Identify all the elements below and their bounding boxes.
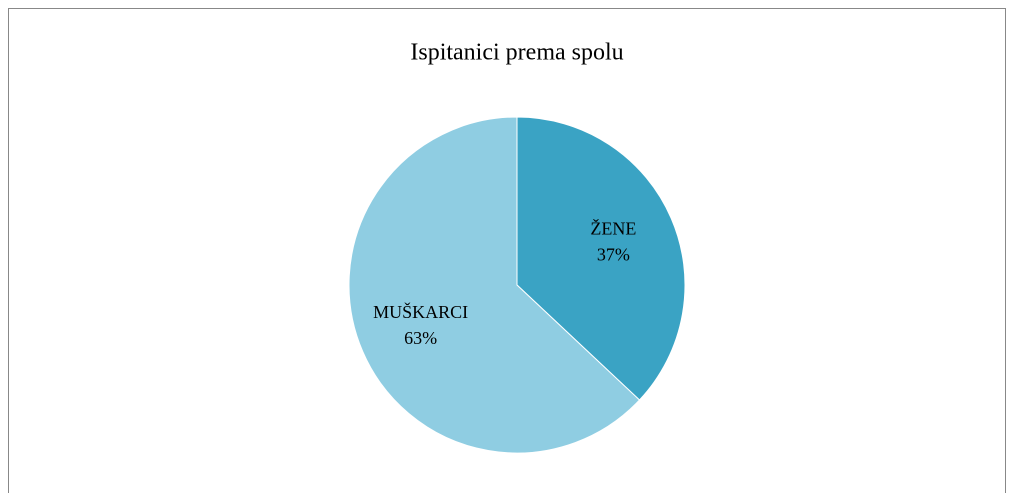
slice-value-label: 63% — [404, 328, 437, 348]
slice-category-label: MUŠKARCI — [373, 301, 468, 322]
pie-slice — [348, 116, 641, 454]
chart-title: Ispitanici prema spolu — [410, 40, 623, 66]
slice-value-label: 37% — [597, 244, 630, 264]
slice-category-label: ŽENE — [590, 217, 636, 238]
pie — [348, 116, 686, 454]
pie-slice — [516, 116, 686, 401]
